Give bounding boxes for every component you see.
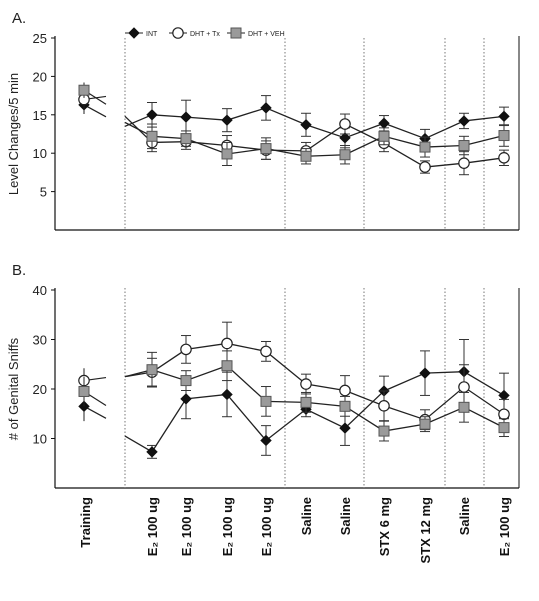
x-tick-label: STX 12 mg: [418, 497, 433, 564]
series-line-int: [151, 107, 505, 140]
y-tick-label: 10: [33, 432, 47, 447]
data-point-tx: [498, 152, 510, 164]
data-point-tx: [339, 118, 351, 130]
y-tick-label: 5: [40, 185, 47, 200]
data-point-veh: [146, 130, 158, 142]
data-point-veh: [180, 133, 192, 145]
data-point-veh: [146, 364, 158, 376]
legend-marker-int: [128, 27, 140, 39]
series-line-veh: [151, 134, 505, 157]
x-tick-label: E₂ 100 ug: [145, 497, 160, 556]
data-point-int: [260, 102, 272, 114]
data-point-tx: [300, 378, 312, 390]
data-point-int: [300, 119, 312, 131]
x-tick-label: E₂ 100 ug: [179, 497, 194, 556]
data-point-veh: [260, 395, 272, 407]
series-line-tx: [151, 123, 505, 168]
data-point-int: [146, 446, 158, 458]
data-point-tx: [260, 345, 272, 358]
data-point-int: [378, 117, 390, 129]
legend-marker-tx: [172, 27, 184, 39]
data-point-veh: [339, 400, 351, 412]
data-point-veh: [419, 418, 431, 430]
data-point-tx: [221, 337, 233, 350]
data-point-int: [180, 111, 192, 123]
data-point-tx: [498, 408, 510, 421]
data-point-veh: [300, 396, 312, 408]
data-point-tx: [419, 161, 431, 173]
x-tick-label: E₂ 100 ug: [220, 497, 235, 556]
data-point-int: [458, 115, 470, 127]
y-tick-label: 15: [33, 108, 47, 123]
data-point-veh: [458, 140, 470, 152]
data-point-int: [221, 114, 233, 126]
data-point-veh: [221, 148, 233, 160]
y-tick-label: 10: [33, 146, 47, 161]
data-point-veh: [339, 149, 351, 161]
y-tick-label: 30: [33, 333, 47, 348]
data-point-veh: [260, 143, 272, 155]
training-point-veh: [78, 84, 90, 96]
y-tick-label: 40: [33, 283, 47, 298]
y-tick-label: 20: [33, 69, 47, 84]
panel-label: A.: [12, 10, 26, 27]
data-point-int: [221, 388, 233, 401]
series-line-veh: [151, 364, 505, 432]
y-axis-label: Level Changes/5 min: [6, 73, 21, 195]
data-point-veh: [378, 130, 390, 142]
series-lead-line-int: [124, 435, 153, 453]
data-point-tx: [339, 384, 351, 397]
data-point-int: [146, 109, 158, 121]
x-tick-label: Saline: [457, 497, 472, 535]
legend-label-veh: DHT + VEH: [248, 31, 285, 38]
data-point-veh: [180, 375, 192, 387]
data-point-veh: [498, 422, 510, 434]
data-point-veh: [378, 425, 390, 437]
training-point-veh: [78, 385, 90, 397]
data-point-veh: [458, 401, 470, 413]
data-point-veh: [221, 360, 233, 372]
data-point-int: [419, 367, 431, 379]
data-point-int: [498, 110, 510, 123]
data-point-int: [339, 422, 351, 434]
legend-marker-veh: [230, 27, 242, 39]
y-axis-label: # of Genital Sniffs: [6, 337, 21, 440]
x-tick-label: E₂ 100 ug: [497, 497, 512, 556]
x-tick-label: STX 6 mg: [377, 497, 392, 556]
x-tick-label: Saline: [299, 497, 314, 535]
data-point-tx: [180, 343, 192, 356]
data-point-tx: [378, 400, 390, 412]
series-line-tx: [151, 342, 505, 421]
panel-label: B.: [12, 262, 26, 279]
data-point-veh: [498, 130, 510, 142]
y-tick-label: 25: [33, 31, 47, 46]
data-point-veh: [419, 141, 431, 153]
data-point-tx: [458, 381, 470, 393]
legend-label-tx: DHT + Tx: [190, 31, 220, 38]
data-point-int: [260, 434, 272, 447]
x-tick-label: Saline: [338, 497, 353, 535]
data-point-tx: [458, 157, 470, 169]
series-line-int: [151, 371, 505, 453]
data-point-veh: [300, 150, 312, 162]
legend-label-int: INT: [146, 31, 158, 38]
data-point-int: [180, 393, 192, 405]
training-label: Training: [78, 497, 93, 548]
x-tick-label: E₂ 100 ug: [259, 497, 274, 556]
data-point-int: [339, 132, 351, 144]
y-tick-label: 20: [33, 382, 47, 397]
